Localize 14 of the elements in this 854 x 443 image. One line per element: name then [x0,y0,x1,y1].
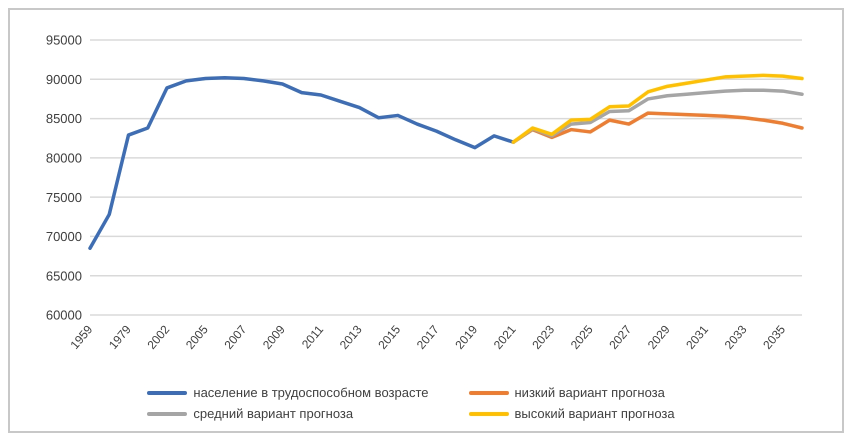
y-tick-label: 90000 [46,72,82,87]
y-tick-label: 80000 [46,150,82,166]
legend-label: высокий вариант прогноза [514,406,675,421]
y-tick-label: 85000 [46,111,82,126]
y-tick-label: 65000 [46,268,82,284]
y-tick-label: 60000 [46,308,82,323]
y-tick-label: 70000 [46,229,82,244]
y-tick-label: 95000 [46,32,82,48]
y-tick-label: 75000 [46,190,82,205]
legend-label: низкий вариант прогноза [514,385,665,400]
line-series [88,76,516,250]
line-series [512,74,804,144]
legend-label: население в трудоспособном возрасте [193,385,428,400]
legend-label: средний вариант прогноза [193,406,354,421]
